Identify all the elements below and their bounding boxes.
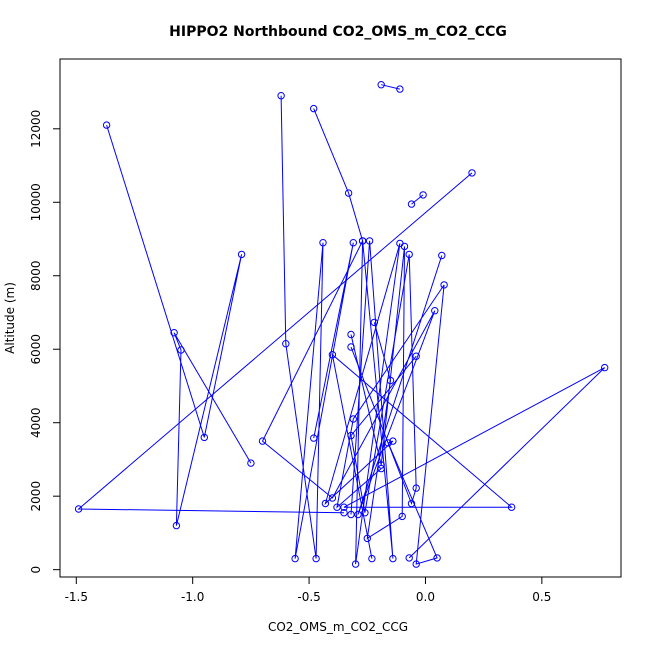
data-point (361, 509, 369, 517)
data-point (310, 434, 318, 442)
series-lines (77, 84, 606, 565)
y-axis-label: Altitude (m) (3, 282, 17, 354)
data-point (258, 437, 267, 445)
data-point (312, 554, 320, 563)
data-point (354, 510, 362, 519)
data-point (237, 250, 246, 259)
data-point (412, 484, 420, 492)
data-point (340, 503, 348, 511)
data-point (347, 343, 355, 351)
y-axis: 0 2000 4000 6000 8000 10000 12000 (29, 110, 61, 574)
x-tick-label: 0.0 (416, 590, 435, 604)
data-point (396, 85, 404, 93)
series-line-segment (411, 194, 424, 205)
x-axis: -1.5 -1.0 -0.5 0.0 0.5 (65, 576, 551, 604)
data-point (328, 494, 337, 502)
data-point (407, 499, 416, 508)
data-point (347, 330, 355, 339)
data-point (412, 560, 420, 568)
data-point (282, 340, 290, 348)
data-point (396, 239, 404, 248)
data-point (247, 459, 255, 467)
series-line-segment (313, 108, 394, 559)
series-line-segment (280, 95, 354, 559)
x-axis-label: CO2_OMS_m_CO2_CCG (268, 620, 408, 634)
data-point (333, 503, 341, 511)
x-tick-label: -1.0 (181, 590, 204, 604)
x-tick-label: 0.5 (532, 590, 551, 604)
y-tick-label: 10000 (29, 183, 43, 221)
data-point (347, 510, 355, 519)
data-point (349, 239, 357, 247)
data-point (386, 376, 395, 385)
data-point (412, 352, 420, 360)
data-point (277, 92, 285, 100)
data-point (438, 251, 446, 260)
data-point (200, 433, 209, 442)
data-point (389, 437, 397, 445)
y-tick-label: 4000 (29, 407, 43, 438)
x-tick-label: -1.5 (65, 590, 88, 604)
data-point (431, 307, 439, 315)
data-point (389, 554, 397, 563)
data-point (407, 200, 416, 208)
data-point (370, 318, 378, 327)
series-line-segment (331, 353, 606, 559)
data-point (405, 554, 413, 562)
data-point (177, 346, 185, 354)
data-point (310, 104, 318, 113)
y-tick-label: 6000 (29, 334, 43, 365)
data-point (507, 503, 516, 511)
y-tick-label: 12000 (29, 110, 43, 148)
y-tick-label: 0 (29, 566, 43, 574)
data-point (384, 439, 392, 447)
data-point (358, 237, 367, 245)
data-point (74, 505, 83, 513)
data-point (344, 189, 353, 197)
data-point (321, 499, 330, 508)
data-point (172, 521, 181, 530)
y-tick-label: 2000 (29, 481, 43, 512)
x-tick-label: -0.5 (297, 590, 320, 604)
data-point (377, 464, 385, 473)
data-point (398, 512, 406, 521)
series-line-segment (350, 254, 417, 513)
data-point (433, 554, 441, 562)
data-point (468, 169, 476, 177)
data-point (601, 363, 609, 372)
series-line-segment (106, 124, 252, 526)
data-point (365, 237, 374, 245)
data-point (291, 554, 299, 563)
series-line-segment (261, 240, 445, 565)
data-point (347, 431, 355, 440)
data-point (377, 461, 385, 469)
data-point (351, 560, 360, 568)
data-point (368, 554, 376, 563)
series-points (74, 81, 609, 568)
data-point (170, 329, 178, 337)
data-point (419, 191, 427, 199)
data-point (405, 250, 413, 259)
data-point (102, 121, 111, 129)
chart-title: HIPPO2 Northbound CO2_OMS_m_CO2_CCG (169, 24, 507, 40)
data-point (340, 509, 348, 517)
data-point (377, 81, 385, 89)
y-tick-label: 8000 (29, 260, 43, 291)
data-point (440, 281, 448, 289)
data-point (319, 239, 327, 247)
data-point (363, 534, 371, 543)
data-point (349, 415, 357, 423)
data-point (328, 351, 337, 359)
